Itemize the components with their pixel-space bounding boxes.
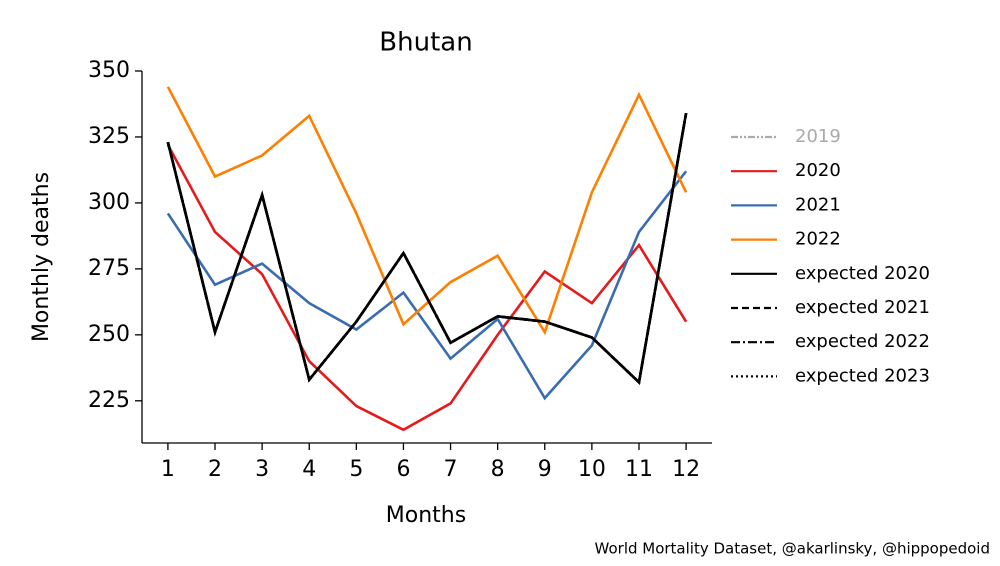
series-line bbox=[166, 170, 688, 401]
source-note: World Mortality Dataset, @akarlinsky, @h… bbox=[595, 540, 990, 558]
series-line bbox=[166, 112, 688, 385]
x-tick-label: 7 bbox=[444, 457, 458, 482]
y-tick-label: 300 bbox=[88, 190, 130, 215]
x-tick-label: 1 bbox=[161, 457, 175, 482]
chart-title: Bhutan bbox=[379, 28, 472, 58]
y-axis-label: Monthly deaths bbox=[29, 172, 54, 342]
x-tick-label: 10 bbox=[578, 457, 606, 482]
x-axis-label: Months bbox=[386, 503, 466, 528]
y-tick-label: 225 bbox=[88, 388, 130, 413]
legend-label: expected 2021 bbox=[795, 297, 930, 318]
x-tick-label: 6 bbox=[396, 457, 410, 482]
x-tick-label: 3 bbox=[255, 457, 269, 482]
x-tick-label: 4 bbox=[302, 457, 316, 482]
legend-label: 2021 bbox=[795, 194, 841, 215]
x-tick-label: 5 bbox=[349, 457, 363, 482]
y-tick-label: 250 bbox=[88, 322, 130, 347]
series-line bbox=[166, 112, 688, 385]
x-tick-label: 11 bbox=[625, 457, 653, 482]
series-line bbox=[166, 86, 688, 336]
legend-label: expected 2020 bbox=[795, 263, 930, 284]
series-line bbox=[166, 144, 688, 432]
legend-label: 2020 bbox=[795, 160, 841, 181]
series-line bbox=[166, 112, 688, 385]
x-tick-label: 12 bbox=[672, 457, 700, 482]
x-tick-label: 8 bbox=[491, 457, 505, 482]
y-tick-label: 275 bbox=[88, 256, 130, 281]
x-tick-label: 2 bbox=[208, 457, 222, 482]
y-tick-label: 325 bbox=[88, 124, 130, 149]
legend-label: 2022 bbox=[795, 229, 841, 250]
x-tick-label: 9 bbox=[538, 457, 552, 482]
legend-label: expected 2022 bbox=[795, 331, 930, 352]
legend-label: expected 2023 bbox=[795, 365, 930, 386]
series-line bbox=[166, 112, 688, 385]
y-tick-label: 350 bbox=[88, 58, 130, 83]
legend-label: 2019 bbox=[795, 126, 841, 147]
